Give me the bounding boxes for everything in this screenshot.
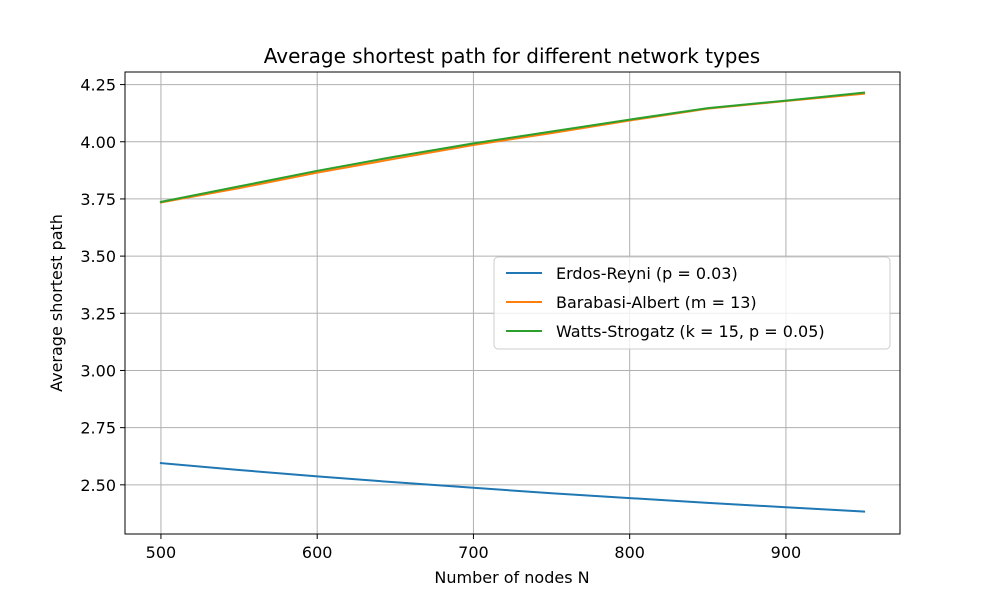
y-tick-label: 2.50	[80, 476, 116, 495]
y-axis-label: Average shortest path	[47, 214, 66, 392]
plot-frame	[124, 71, 901, 535]
ticks: 500 600 700 800 900 2.50 2.75 3.00 3.25 3.50 3.75 4…	[80, 76, 801, 562]
y-tick-label: 3.00	[80, 361, 116, 380]
x-axis-label: Number of nodes N	[434, 568, 589, 587]
y-tick-label: 2.75	[80, 419, 116, 438]
x-tick-label: 500	[146, 543, 177, 562]
y-tick-label: 3.25	[80, 304, 116, 323]
chart-title: Average shortest path for different netw…	[264, 44, 760, 68]
x-tick-label: 700	[458, 543, 489, 562]
legend: Erdos-Reyni (p = 0.03) Barabasi-Albert (m…	[493, 256, 891, 350]
y-tick-label: 4.25	[80, 76, 116, 95]
legend-label-2: Barabasi-Albert (m = 13)	[556, 293, 757, 312]
legend-box	[493, 256, 891, 350]
y-tick-label: 3.50	[80, 247, 116, 266]
series-line-3	[159, 91, 866, 204]
grid	[125, 72, 900, 534]
y-tick-label: 4.00	[80, 133, 116, 152]
x-tick-label: 900	[771, 543, 802, 562]
x-tick-label: 600	[302, 543, 333, 562]
x-tick-label: 800	[614, 543, 645, 562]
series-line-1	[159, 462, 866, 513]
y-tick-label: 3.75	[80, 190, 116, 209]
legend-label-1: Erdos-Reyni (p = 0.03)	[556, 264, 738, 283]
legend-label-3: Watts-Strogatz (k = 15, p = 0.05)	[556, 322, 825, 341]
series-lines	[159, 91, 866, 513]
